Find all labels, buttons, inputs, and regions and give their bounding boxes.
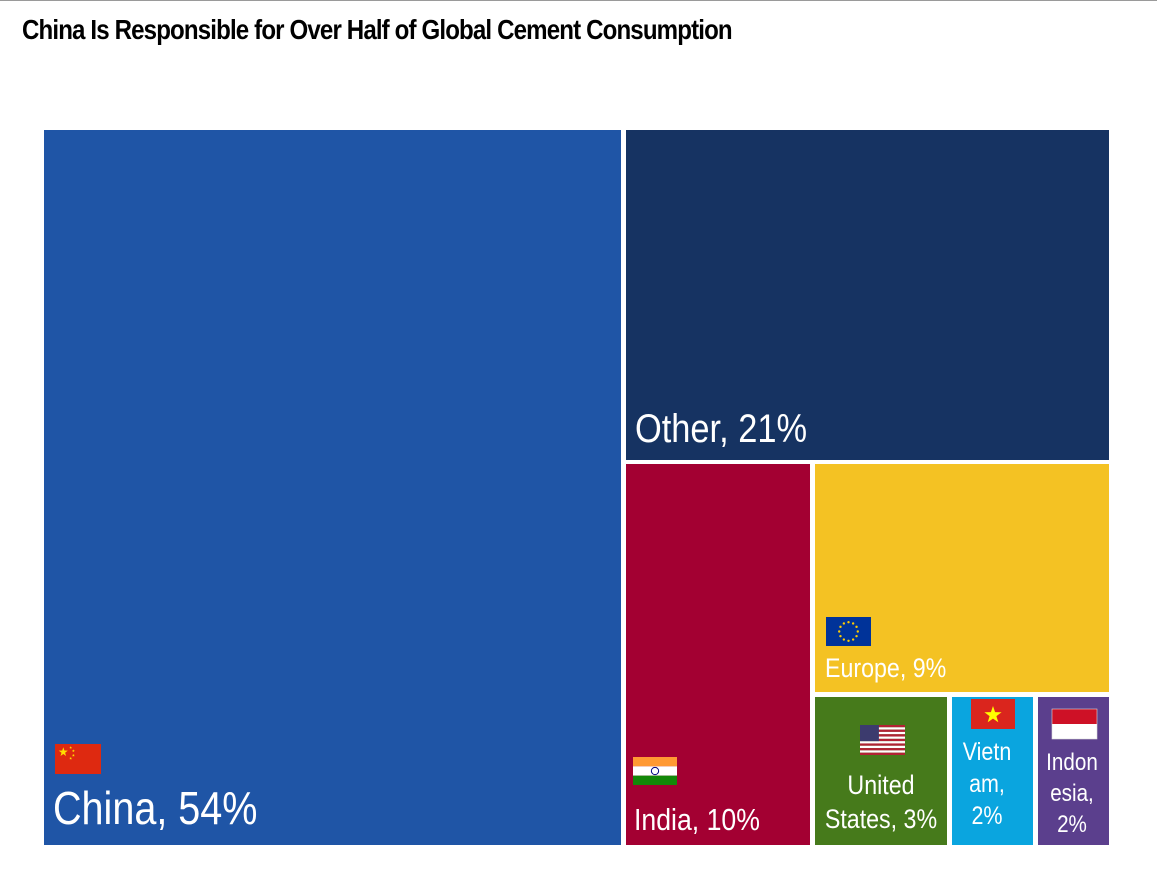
- indonesia-flag-icon: [1051, 708, 1098, 740]
- tile-label-line: Europe, 9%: [825, 653, 946, 683]
- tile-india: [626, 464, 810, 845]
- india-flag-icon: [633, 757, 677, 785]
- tile-label-line: India, 10%: [634, 803, 760, 837]
- tile-label-china: China, 54%: [53, 783, 257, 834]
- tile-other: [626, 130, 1109, 460]
- tile-label-line: United: [847, 770, 914, 800]
- vietnam-flag-icon: [971, 699, 1015, 729]
- tile-label-europe: Europe, 9%: [825, 653, 946, 683]
- us-flag-icon: [860, 725, 905, 755]
- china-flag-icon: [55, 744, 101, 774]
- tile-label-line: 2%: [1057, 811, 1087, 838]
- tile-label-india: India, 10%: [634, 803, 760, 837]
- tile-label-line: Indon: [1046, 749, 1098, 776]
- top-rule: [0, 0, 1157, 1]
- tile-label-indonesia: Indon esia, 2%: [1046, 749, 1098, 838]
- tile-label-line: Other, 21%: [635, 406, 807, 451]
- chart-title: China Is Responsible for Over Half of Gl…: [22, 14, 733, 45]
- tile-label-line: Vietn: [963, 737, 1012, 765]
- tile-label-other: Other, 21%: [635, 406, 807, 451]
- tile-europe: [815, 464, 1109, 692]
- tile-label-line: esia,: [1050, 780, 1094, 807]
- eu-flag-icon: [826, 617, 871, 646]
- tile-label-line: States, 3%: [825, 804, 937, 834]
- tile-label-united-states: United States, 3%: [825, 770, 937, 834]
- tile-united-states: [815, 697, 947, 845]
- tile-label-line: China, 54%: [53, 783, 257, 834]
- tile-label-line: 2%: [971, 801, 1002, 829]
- tile-label-vietnam: Vietn am, 2%: [963, 737, 1012, 829]
- tile-china: [44, 130, 621, 845]
- tile-label-line: am,: [969, 769, 1005, 797]
